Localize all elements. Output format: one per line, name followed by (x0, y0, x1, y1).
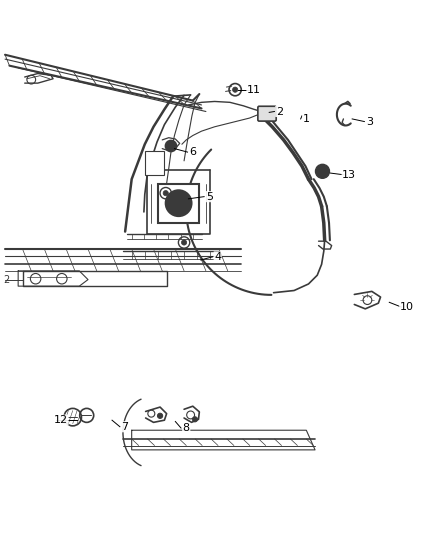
Circle shape (175, 200, 182, 207)
Circle shape (163, 190, 168, 196)
Text: 5: 5 (206, 192, 213, 201)
Text: 2: 2 (276, 107, 283, 117)
Circle shape (171, 195, 187, 211)
FancyBboxPatch shape (158, 183, 199, 223)
Text: 3: 3 (366, 117, 373, 126)
Circle shape (315, 164, 329, 179)
Text: 8: 8 (183, 423, 190, 433)
Circle shape (192, 417, 198, 422)
Circle shape (233, 87, 238, 92)
Text: 13: 13 (342, 170, 356, 180)
Circle shape (165, 140, 177, 152)
FancyBboxPatch shape (258, 106, 276, 121)
FancyBboxPatch shape (145, 151, 164, 175)
Text: 10: 10 (400, 302, 414, 312)
Text: 11: 11 (247, 85, 261, 95)
Circle shape (157, 413, 162, 418)
Text: 2: 2 (3, 274, 9, 285)
Text: 6: 6 (189, 147, 196, 157)
Circle shape (166, 190, 192, 216)
Text: 4: 4 (214, 252, 221, 262)
Circle shape (168, 143, 173, 149)
Text: 1: 1 (303, 114, 310, 124)
Text: 7: 7 (122, 422, 129, 432)
Text: 12: 12 (54, 415, 68, 425)
Circle shape (181, 240, 187, 245)
